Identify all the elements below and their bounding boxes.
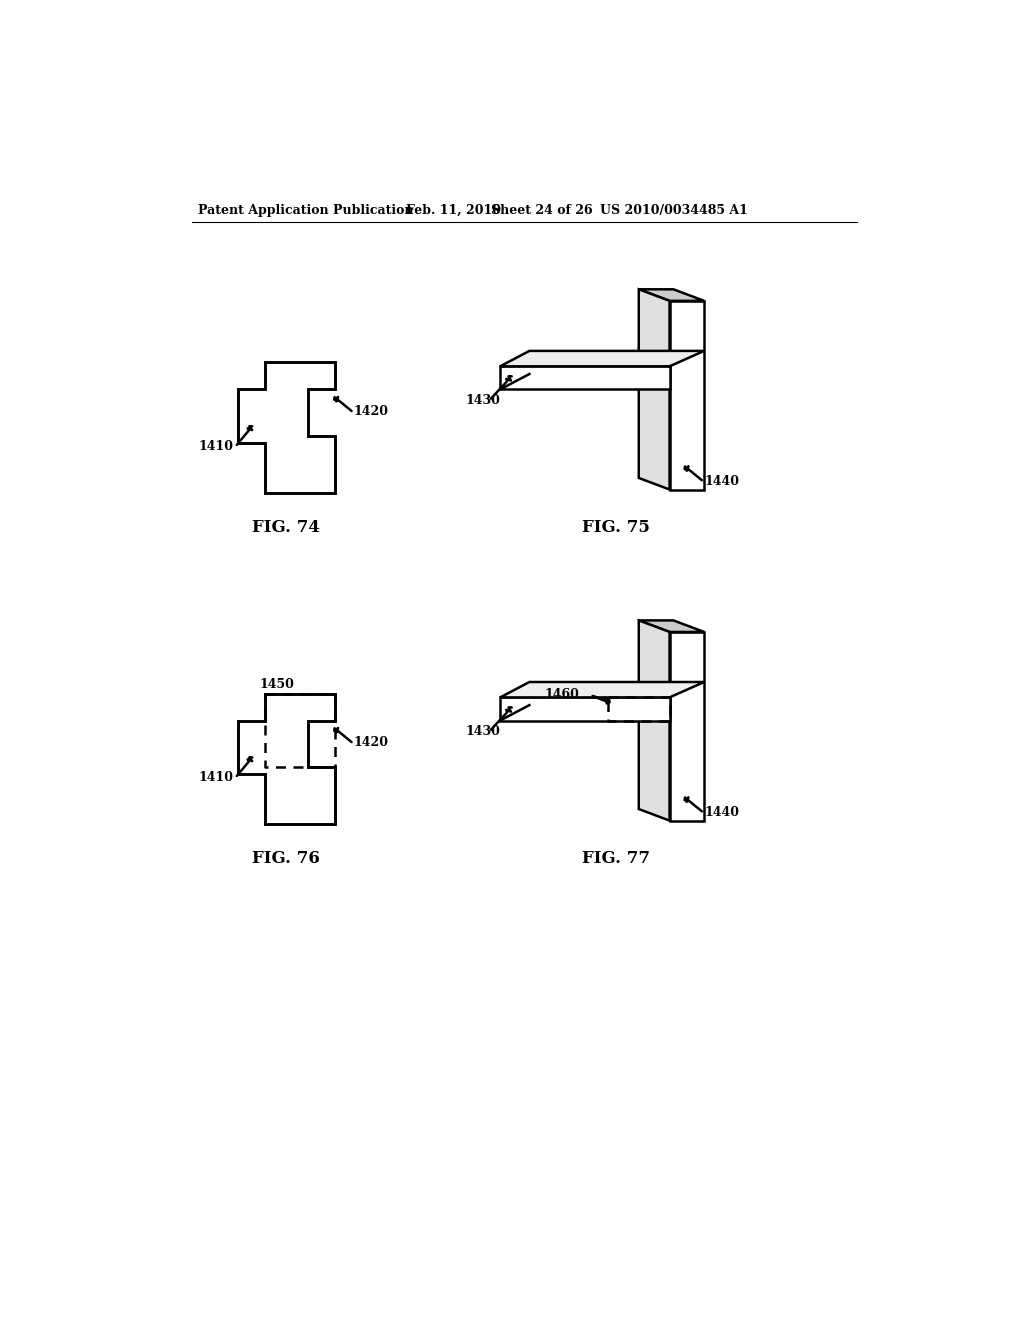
Text: US 2010/0034485 A1: US 2010/0034485 A1 [600,205,749,218]
Text: 1420: 1420 [354,405,389,418]
Polygon shape [239,363,335,494]
Text: Sheet 24 of 26: Sheet 24 of 26 [490,205,593,218]
Text: 1430: 1430 [466,393,501,407]
Text: 1410: 1410 [199,440,233,453]
Polygon shape [639,620,705,632]
Text: FIG. 77: FIG. 77 [582,850,649,867]
Text: FIG. 74: FIG. 74 [252,519,321,536]
Polygon shape [639,620,670,821]
Polygon shape [500,351,705,367]
Text: 1440: 1440 [705,475,739,488]
Polygon shape [239,693,335,825]
Text: Patent Application Publication: Patent Application Publication [199,205,414,218]
Text: 1420: 1420 [354,737,389,750]
Text: 1440: 1440 [705,807,739,820]
Text: 1410: 1410 [199,771,233,784]
Text: 1450: 1450 [260,678,295,692]
Text: FIG. 76: FIG. 76 [252,850,321,867]
Polygon shape [500,367,670,389]
Polygon shape [639,289,670,490]
Text: 1460: 1460 [544,688,579,701]
Polygon shape [670,632,705,821]
Polygon shape [500,697,670,721]
Polygon shape [639,289,705,301]
Text: Feb. 11, 2010: Feb. 11, 2010 [407,205,501,218]
Polygon shape [670,301,705,490]
Polygon shape [500,682,705,697]
Text: FIG. 75: FIG. 75 [582,519,649,536]
Text: 1430: 1430 [466,725,501,738]
